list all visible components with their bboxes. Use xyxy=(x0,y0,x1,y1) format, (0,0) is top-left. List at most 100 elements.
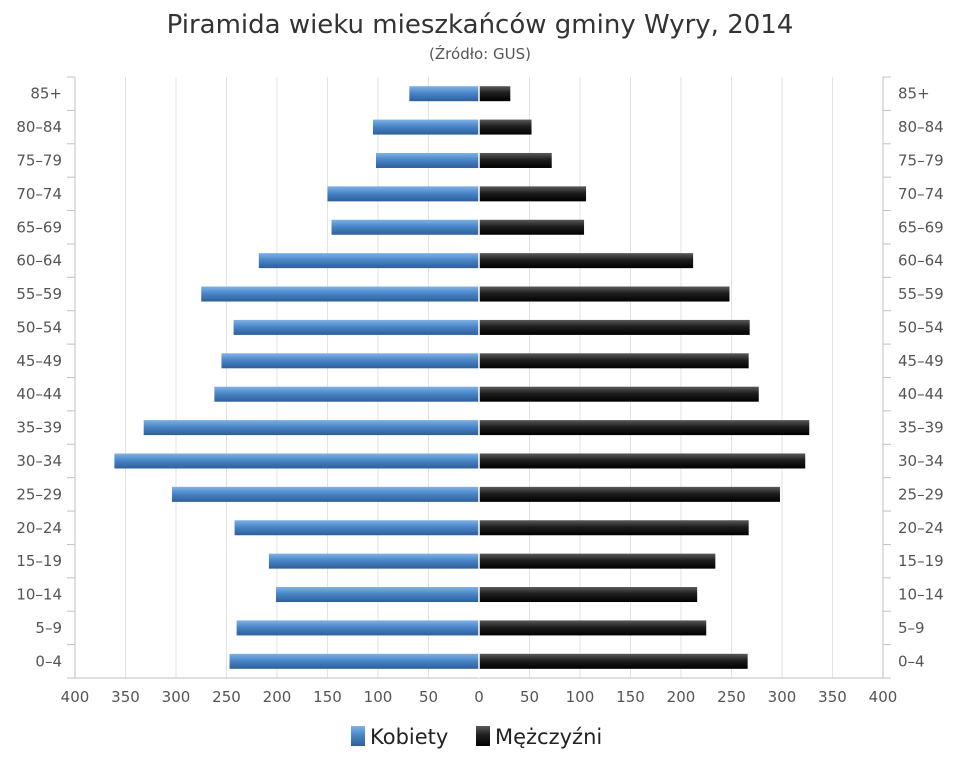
bar-kobiety[interactable] xyxy=(327,186,480,202)
x-tick-label: 300 xyxy=(768,688,797,706)
age-label: 60–64 xyxy=(898,252,944,270)
age-labels-left: 85+ 80–84 75–79 70–74 65–69 60–64 55–59 50–54 45… xyxy=(16,85,62,671)
bar-mezczyzni[interactable] xyxy=(479,486,780,502)
x-tick-label: 250 xyxy=(212,688,241,706)
x-tick-label: 350 xyxy=(818,688,847,706)
legend-label-kobiety: Kobiety xyxy=(370,725,448,749)
bar-kobiety[interactable] xyxy=(171,486,479,502)
bar-mezczyzni[interactable] xyxy=(479,453,806,469)
age-label: 55–59 xyxy=(898,285,944,303)
x-tick-label: 0 xyxy=(474,688,484,706)
age-label: 70–74 xyxy=(16,185,62,203)
chart-title: Piramida wieku mieszkańców gminy Wyry, 2… xyxy=(167,10,794,40)
bar-mezczyzni[interactable] xyxy=(479,587,698,603)
age-label: 75–79 xyxy=(898,151,944,169)
age-label: 45–49 xyxy=(16,352,62,370)
bar-kobiety[interactable] xyxy=(229,653,479,669)
age-label: 40–44 xyxy=(16,385,62,403)
x-tick-label: 350 xyxy=(111,688,140,706)
bar-kobiety[interactable] xyxy=(214,386,479,402)
bar-mezczyzni[interactable] xyxy=(479,119,532,135)
bar-kobiety[interactable] xyxy=(114,453,479,469)
bar-mezczyzni[interactable] xyxy=(479,420,810,436)
x-tick-label: 400 xyxy=(869,688,898,706)
bar-mezczyzni[interactable] xyxy=(479,186,587,202)
bar-kobiety[interactable] xyxy=(143,420,479,436)
bar-kobiety[interactable] xyxy=(258,253,479,269)
age-label: 0–4 xyxy=(898,652,925,670)
age-label: 25–29 xyxy=(16,485,62,503)
age-label: 70–74 xyxy=(898,185,944,203)
age-label: 5–9 xyxy=(898,619,925,637)
bar-mezczyzni[interactable] xyxy=(479,520,749,536)
bar-mezczyzni[interactable] xyxy=(479,653,748,669)
bar-mezczyzni[interactable] xyxy=(479,219,585,235)
x-tick-label: 100 xyxy=(364,688,393,706)
chart-subtitle: (Źródło: GUS) xyxy=(429,44,531,63)
age-label: 60–64 xyxy=(16,252,62,270)
bar-mezczyzni[interactable] xyxy=(479,253,694,269)
legend-swatch-mezczyzni xyxy=(476,726,490,746)
age-label: 55–59 xyxy=(16,285,62,303)
bar-mezczyzni[interactable] xyxy=(479,553,716,569)
age-label: 50–54 xyxy=(16,318,62,336)
grid-lines xyxy=(125,77,833,678)
bar-kobiety[interactable] xyxy=(221,353,479,369)
x-tick-label: 50 xyxy=(520,688,539,706)
age-label: 10–14 xyxy=(16,586,62,604)
age-label: 35–39 xyxy=(16,419,62,437)
age-label: 15–19 xyxy=(898,552,944,570)
bar-kobiety[interactable] xyxy=(233,319,479,335)
bars xyxy=(114,77,810,678)
age-label: 65–69 xyxy=(898,218,944,236)
age-label: 20–24 xyxy=(16,519,62,537)
bar-mezczyzni[interactable] xyxy=(479,86,511,102)
x-tick-label: 150 xyxy=(616,688,645,706)
age-label: 20–24 xyxy=(898,519,944,537)
age-label: 80–84 xyxy=(16,118,62,136)
bar-mezczyzni[interactable] xyxy=(479,152,552,168)
bar-kobiety[interactable] xyxy=(375,152,479,168)
age-label: 15–19 xyxy=(16,552,62,570)
legend: Kobiety Mężczyźni xyxy=(351,725,602,749)
legend-label-mezczyzni: Mężczyźni xyxy=(495,725,602,749)
age-label: 75–79 xyxy=(16,151,62,169)
x-tick-label: 200 xyxy=(667,688,696,706)
age-label: 30–34 xyxy=(16,452,62,470)
age-labels-right: 85+ 80–84 75–79 70–74 65–69 60–64 55–59 50–54 45… xyxy=(898,85,944,671)
bar-mezczyzni[interactable] xyxy=(479,386,759,402)
age-label: 65–69 xyxy=(16,218,62,236)
bar-mezczyzni[interactable] xyxy=(479,286,730,302)
x-tick-label: 200 xyxy=(263,688,292,706)
x-tick-label: 250 xyxy=(717,688,746,706)
age-label: 25–29 xyxy=(898,485,944,503)
age-label: 85+ xyxy=(30,85,62,103)
x-tick-label: 150 xyxy=(313,688,342,706)
bar-mezczyzni[interactable] xyxy=(479,353,749,369)
x-tick-label: 400 xyxy=(61,688,90,706)
x-tick-label: 300 xyxy=(162,688,191,706)
age-label: 85+ xyxy=(898,85,930,103)
bar-kobiety[interactable] xyxy=(275,587,479,603)
bar-mezczyzni[interactable] xyxy=(479,620,707,636)
age-label: 30–34 xyxy=(898,452,944,470)
bar-kobiety[interactable] xyxy=(409,86,479,102)
age-label: 45–49 xyxy=(898,352,944,370)
bar-mezczyzni[interactable] xyxy=(479,319,750,335)
age-label: 0–4 xyxy=(35,652,62,670)
x-tick-label: 50 xyxy=(419,688,438,706)
legend-item-kobiety[interactable]: Kobiety xyxy=(351,725,448,749)
age-label: 10–14 xyxy=(898,586,944,604)
legend-item-mezczyzni[interactable]: Mężczyźni xyxy=(476,725,602,749)
bar-kobiety[interactable] xyxy=(268,553,479,569)
age-label: 35–39 xyxy=(898,419,944,437)
bar-kobiety[interactable] xyxy=(372,119,479,135)
bar-kobiety[interactable] xyxy=(236,620,479,636)
bar-kobiety[interactable] xyxy=(331,219,479,235)
legend-swatch-kobiety xyxy=(351,726,365,746)
bar-kobiety[interactable] xyxy=(201,286,479,302)
x-tick-label: 100 xyxy=(566,688,595,706)
bar-kobiety[interactable] xyxy=(234,520,479,536)
x-axis-ticks: 400 350 300 250 200 150 100 50 0 50 100 150 200 250 30… xyxy=(61,688,898,706)
